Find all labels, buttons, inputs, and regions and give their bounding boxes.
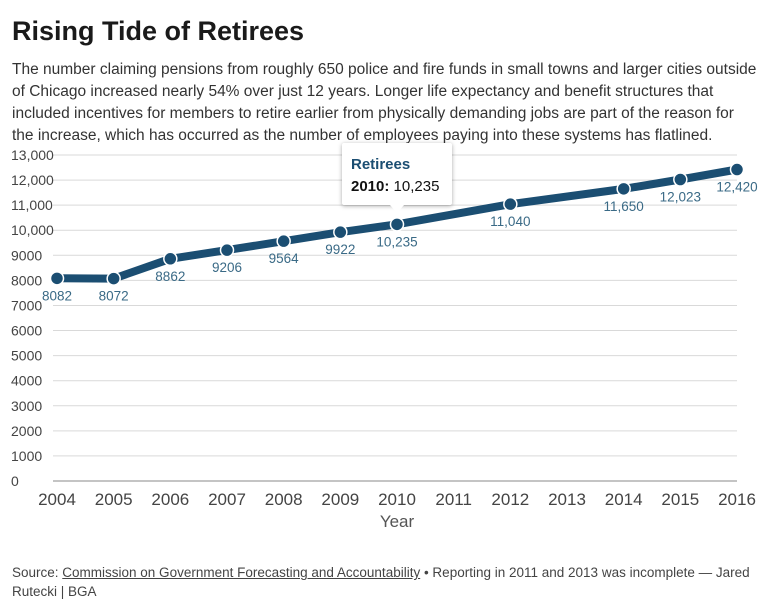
y-tick-label: 1000 xyxy=(11,448,42,464)
line-chart: 0 1000 2000 3000 4000 5000 6000 7000 8000 9000 10,… xyxy=(11,147,758,531)
y-tick-label: 13,000 xyxy=(11,147,54,163)
y-tick-label: 5000 xyxy=(11,348,42,364)
y-tick-label: 11,000 xyxy=(11,197,53,213)
data-point xyxy=(276,233,291,249)
tooltip-value-row: 2010: 10,235 xyxy=(351,178,439,195)
y-tick-label: 3000 xyxy=(11,398,42,414)
y-tick-label: 2000 xyxy=(11,423,42,439)
data-point xyxy=(503,196,518,212)
tooltip-series-name: Retirees xyxy=(351,156,411,173)
x-tick-label: 2016 xyxy=(718,490,756,509)
chart-subtitle: The number claiming pensions from roughl… xyxy=(12,61,757,144)
data-label: 11,650 xyxy=(604,199,644,214)
data-point xyxy=(673,172,688,187)
data-point xyxy=(106,271,121,286)
tooltip-pointer xyxy=(390,205,404,213)
chart-title: Rising Tide of Retirees xyxy=(12,16,305,46)
y-tick-label: 8000 xyxy=(11,272,42,288)
y-tick-label: 12,000 xyxy=(11,172,54,188)
data-label: 12,420 xyxy=(716,180,757,195)
data-label: 9564 xyxy=(269,251,300,266)
x-tick-label: 2004 xyxy=(38,490,76,509)
data-label: 10,235 xyxy=(376,234,417,249)
y-tick-label: 9000 xyxy=(11,247,42,263)
data-point xyxy=(163,251,178,267)
data-label: 8862 xyxy=(155,269,185,284)
x-tick-label: 2011 xyxy=(435,490,472,509)
x-tick-label: 2013 xyxy=(548,490,586,509)
x-tick-label: 2006 xyxy=(151,490,189,509)
source-suffix: • Reporting in 2011 and 2013 was incompl… xyxy=(12,565,750,599)
y-tick-label: 7000 xyxy=(11,297,42,313)
source-note: Source: Commission on Government Forecas… xyxy=(12,563,752,601)
x-tick-label: 2008 xyxy=(265,490,303,509)
data-label: 8072 xyxy=(99,289,129,304)
x-tick-label: 2005 xyxy=(95,490,133,509)
y-tick-label: 10,000 xyxy=(11,222,54,238)
y-tick-label: 4000 xyxy=(11,373,42,389)
data-label: 9206 xyxy=(212,260,242,275)
data-label: 11,040 xyxy=(490,214,530,229)
data-label: 9922 xyxy=(325,242,355,257)
y-tick-label: 6000 xyxy=(11,323,42,339)
data-point xyxy=(389,217,405,232)
data-point xyxy=(729,162,745,177)
source-prefix: Source: xyxy=(12,565,63,580)
data-label: 12,023 xyxy=(660,190,701,205)
y-tick-label: 0 xyxy=(11,473,19,489)
data-point xyxy=(49,271,65,286)
data-label: 8082 xyxy=(42,288,72,303)
x-tick-label: 2014 xyxy=(605,490,643,509)
x-tick-label: 2015 xyxy=(661,490,699,509)
tooltip-value: 10,235 xyxy=(393,178,440,195)
x-axis-title: Year xyxy=(380,512,415,531)
data-tooltip: Retirees 2010: 10,235 xyxy=(342,143,452,213)
x-tick-label: 2010 xyxy=(378,490,416,509)
source-link[interactable]: Commission on Government Forecasting and… xyxy=(62,565,421,580)
x-tick-label: 2012 xyxy=(491,490,529,509)
x-tick-label: 2007 xyxy=(208,490,246,509)
data-point xyxy=(616,181,631,197)
x-tick-label: 2009 xyxy=(321,490,359,509)
data-point xyxy=(333,224,348,240)
data-point xyxy=(219,242,235,258)
tooltip-year: 2010: xyxy=(351,178,390,195)
